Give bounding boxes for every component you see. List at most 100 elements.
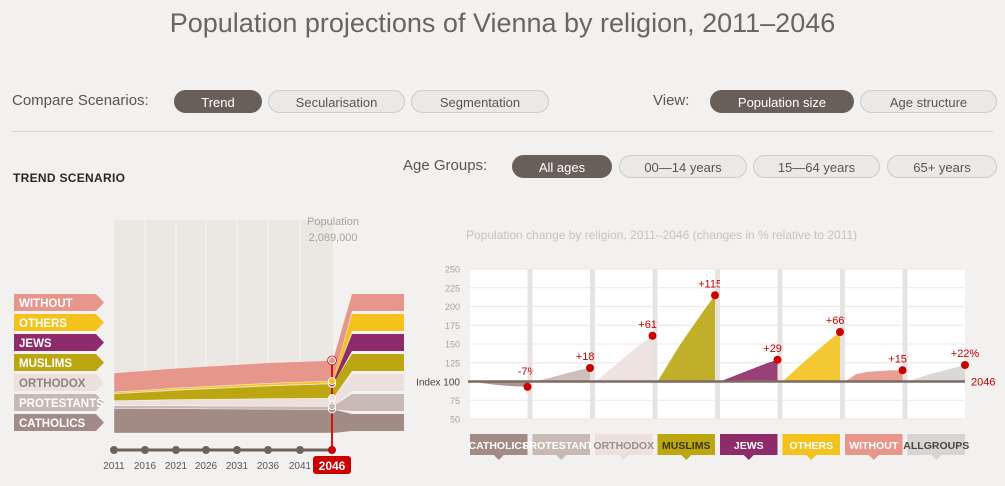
scenario-segmentation-button[interactable]: Segmentation: [411, 90, 549, 113]
change-area-without: [845, 370, 903, 382]
panel-catholics: -7%CATHOLICS: [469, 268, 537, 460]
change-end-point: [898, 366, 907, 375]
panel-protestants: +18%PROTESTANTS: [523, 268, 604, 460]
label-tag-jews: [14, 334, 104, 351]
category-label-protestants[interactable]: PROTESTANTS: [523, 440, 600, 452]
y-tick-label: 125: [445, 358, 460, 368]
age-00-14-button[interactable]: 00—14 years: [619, 155, 747, 178]
label-tag-others: [14, 314, 104, 331]
marker-point-protestants: [328, 402, 336, 411]
series-label-protestants: PROTESTANTS: [19, 398, 104, 410]
scenario-secularisation-button[interactable]: Secularisation: [268, 90, 405, 113]
population-label: Population: [307, 216, 359, 228]
y-tick-label: 200: [445, 302, 460, 312]
category-tag[interactable]: [532, 434, 591, 460]
timeline-dot[interactable]: [110, 446, 118, 454]
age-65-plus-button[interactable]: 65+ years: [887, 155, 997, 178]
panel-jews: +29%JEWS: [715, 268, 792, 460]
year-label[interactable]: 2041: [289, 461, 312, 472]
scenario-heading: TREND SCENARIO: [13, 171, 126, 185]
y-tick-label: 50: [450, 415, 460, 425]
timeline-dot[interactable]: [296, 446, 304, 454]
view-age-structure-button[interactable]: Age structure: [860, 90, 997, 113]
population-change-chart: Population change by religion, 2011–2046…: [416, 228, 995, 460]
change-end-point: [773, 355, 782, 364]
category-tag[interactable]: [595, 434, 653, 460]
category-tag[interactable]: [657, 434, 716, 460]
y-tick-label: 225: [445, 283, 460, 293]
series-label-without: WITHOUT: [19, 298, 73, 310]
panel-muslims: +115%MUSLIMS: [652, 268, 732, 460]
change-area-allgroups: [907, 365, 965, 382]
y-tick-label: 175: [445, 321, 460, 331]
series-label-orthodox: ORTHODOX: [19, 378, 86, 390]
y-tick-label: 250: [445, 265, 460, 275]
category-label-muslims[interactable]: MUSLIMS: [662, 440, 710, 452]
age-all-ages-button[interactable]: All ages: [512, 155, 612, 178]
series-label-jews: JEWS: [19, 338, 52, 350]
stacked-population-chart: WITHOUT OTHERS JEWS MUSLIMS ORTHODOX PROTESTA…: [14, 216, 404, 474]
end-year-label: 2046: [971, 377, 995, 389]
panel-allgroups: +22% ALLGROUPS: [902, 268, 980, 460]
share-tag-without: [333, 294, 404, 382]
share-tag-muslims: [333, 354, 404, 399]
timeline-dot[interactable]: [141, 446, 149, 454]
age-groups-label: Age Groups:: [403, 157, 488, 174]
view-population-size-button[interactable]: Population size: [710, 90, 854, 113]
selected-year-label[interactable]: 2046: [319, 459, 346, 473]
series-label-muslims: MUSLIMS: [19, 358, 72, 370]
category-tag[interactable]: [720, 434, 778, 460]
year-label[interactable]: 2011: [103, 461, 125, 472]
baseline-label: Index 100: [416, 378, 460, 389]
share-tag-orthodox: [333, 374, 404, 407]
change-end-point: [961, 361, 969, 369]
category-label-catholics[interactable]: CATHOLICS: [469, 440, 529, 452]
category-label-orthodox[interactable]: ORTHODOX: [593, 440, 654, 452]
year-label[interactable]: 2021: [165, 461, 188, 472]
timeline-dot[interactable]: [172, 446, 180, 454]
y-tick-label: 150: [445, 340, 460, 350]
population-value: 2,089,000: [309, 232, 358, 244]
label-tag-muslims: [14, 354, 104, 371]
category-tag[interactable]: [782, 434, 841, 460]
year-label[interactable]: 2031: [226, 461, 249, 472]
category-label-jews[interactable]: JEWS: [734, 440, 764, 452]
category-label-without[interactable]: WITHOUT: [849, 440, 899, 452]
timeline-dot[interactable]: [328, 446, 336, 454]
label-tag-catholics: [14, 414, 104, 431]
change-area-others: [782, 332, 840, 382]
change-area-catholics: [470, 381, 528, 387]
compare-scenarios-label: Compare Scenarios:: [12, 92, 149, 109]
change-end-point: [648, 331, 657, 340]
change-end-point: [836, 328, 844, 336]
marker-point-without: [328, 356, 336, 365]
change-area-orthodox: [595, 335, 653, 382]
change-area-jews: [720, 359, 778, 382]
selected-year-box[interactable]: [313, 456, 351, 474]
age-15-64-button[interactable]: 15—64 years: [753, 155, 880, 178]
category-tag[interactable]: [907, 434, 966, 460]
share-tag-jews: [333, 334, 404, 385]
scenario-trend-button[interactable]: Trend: [174, 90, 262, 113]
category-label-allgroups[interactable]: ALLGROUPS: [903, 440, 969, 452]
timeline-dot[interactable]: [202, 446, 210, 454]
year-label[interactable]: 2036: [257, 461, 280, 472]
panel-others: +66%OTHERS: [777, 268, 854, 460]
marker-point-orthodox: [328, 394, 336, 403]
category-tag[interactable]: [470, 434, 528, 460]
area-catholics: [113, 408, 333, 434]
label-tag-without: [14, 294, 104, 311]
label-tag-protestants: [14, 394, 104, 411]
share-tag-catholics: [333, 409, 404, 433]
page-title: Population projections of Vienna by reli…: [169, 8, 836, 38]
label-tag-orthodox: [14, 374, 104, 391]
year-label[interactable]: 2026: [195, 461, 218, 472]
timeline-dot[interactable]: [264, 446, 272, 454]
series-label-others: OTHERS: [19, 318, 67, 330]
timeline-dot[interactable]: [233, 446, 241, 454]
change-value-label: +22%: [951, 348, 980, 360]
marker-point-others: [328, 377, 336, 386]
category-tag[interactable]: [845, 434, 903, 460]
category-label-others[interactable]: OTHERS: [789, 440, 833, 452]
year-label[interactable]: 2016: [134, 461, 157, 472]
